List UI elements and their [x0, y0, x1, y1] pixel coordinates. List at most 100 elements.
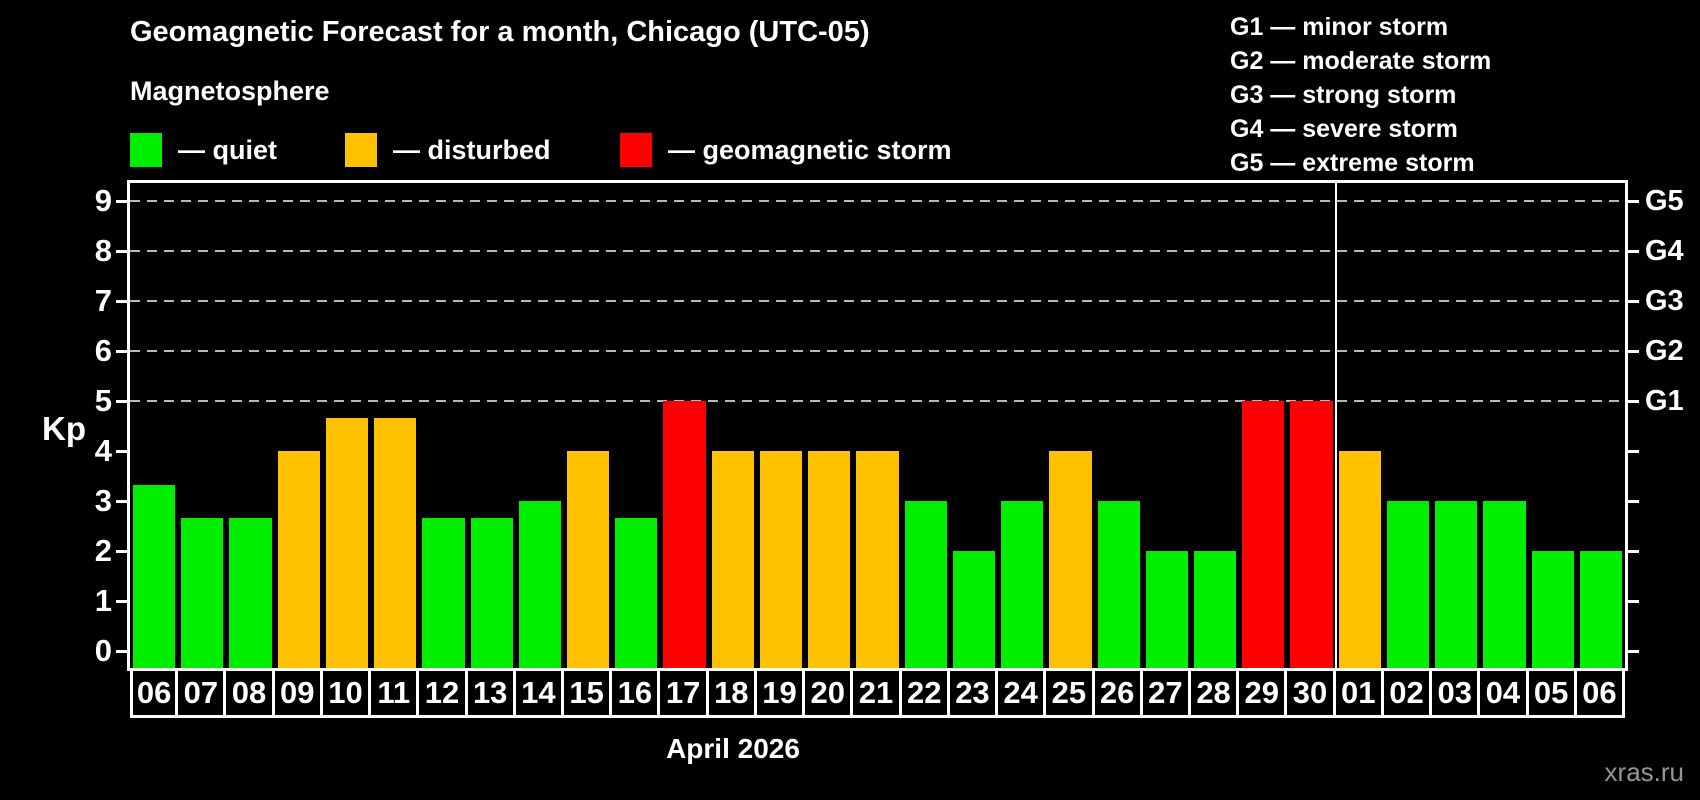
kp-bar-27 — [1145, 551, 1188, 668]
kp-bar-04 — [1483, 501, 1526, 668]
day-label-apr-27: 27 — [1142, 668, 1191, 718]
kp-bar-18 — [711, 451, 754, 668]
g-scale-item-g2: G2 — moderate storm — [1230, 47, 1492, 75]
kp-bar-30 — [1290, 401, 1333, 668]
y-axis-label: Kp — [42, 410, 86, 447]
y-tick-right-3 — [1625, 500, 1639, 503]
y-tick-label-2: 2 — [94, 533, 112, 568]
legend-item-storm: — geomagnetic storm — [620, 133, 952, 167]
kp-bar-15 — [567, 451, 610, 668]
kp-bar-10 — [325, 417, 369, 668]
y-tick-left-8 — [116, 250, 130, 253]
day-label-apr-06: 06 — [130, 668, 179, 718]
y-tick-right-2 — [1625, 550, 1639, 553]
y-tick-right-0 — [1625, 650, 1639, 653]
y-tick-label-7: 7 — [94, 283, 112, 318]
y-tick-label-0: 0 — [94, 633, 112, 668]
day-label-apr-17: 17 — [660, 668, 709, 718]
y-tick-label-6: 6 — [94, 333, 112, 368]
chart-title: Geomagnetic Forecast for a month, Chicag… — [130, 16, 870, 48]
kp-bar-16 — [615, 517, 658, 668]
day-label-apr-18: 18 — [708, 668, 757, 718]
g-scale-item-g5: G5 — extreme storm — [1230, 149, 1475, 177]
y-tick-left-7 — [116, 300, 130, 303]
day-label-apr-26: 26 — [1094, 668, 1143, 718]
y-tick-right-8 — [1625, 250, 1639, 253]
y-tick-label-1: 1 — [94, 583, 112, 618]
day-label-apr-16: 16 — [612, 668, 661, 718]
y-tick-label-9: 9 — [94, 183, 112, 218]
kp-bar-11 — [374, 417, 417, 668]
y-tick-right-1 — [1625, 600, 1639, 603]
y-tick-right-5 — [1625, 400, 1639, 403]
legend-label-quiet: — quiet — [178, 134, 277, 165]
y-tick-left-4 — [116, 450, 130, 453]
kp-bar-14 — [518, 501, 562, 668]
y-tick-label-5: 5 — [94, 383, 112, 418]
gridline-kp6 — [130, 350, 1625, 352]
day-label-may-04: 04 — [1480, 668, 1529, 718]
kp-bar-24 — [1001, 501, 1044, 668]
kp-bar-25 — [1049, 451, 1092, 668]
y-tick-left-2 — [116, 550, 130, 553]
y-tick-left-9 — [116, 200, 130, 203]
gridline-kp5 — [130, 400, 1625, 402]
gridline-kp8 — [130, 250, 1625, 252]
storm-swatch-icon — [620, 133, 652, 167]
g-level-label-G3: G3 — [1645, 285, 1684, 317]
day-label-apr-30: 30 — [1287, 668, 1336, 718]
y-tick-left-3 — [116, 500, 130, 503]
legend-label-storm: — geomagnetic storm — [668, 134, 952, 165]
gridline-kp9 — [130, 200, 1625, 202]
day-label-may-01: 01 — [1335, 668, 1384, 718]
y-tick-right-7 — [1625, 300, 1639, 303]
y-tick-left-0 — [116, 650, 130, 653]
day-label-may-06: 06 — [1576, 668, 1625, 718]
y-tick-label-3: 3 — [94, 483, 112, 518]
chart-subtitle: Magnetosphere — [130, 76, 330, 106]
day-label-apr-20: 20 — [805, 668, 854, 718]
g-level-label-G1: G1 — [1645, 385, 1684, 417]
kp-bar-03 — [1435, 501, 1478, 668]
kp-bar-12 — [422, 517, 465, 668]
g-scale-item-g3: G3 — strong storm — [1230, 81, 1457, 109]
kp-bar-13 — [470, 517, 513, 668]
gridline-kp7 — [130, 300, 1625, 302]
legend-label-disturbed: — disturbed — [393, 134, 551, 165]
day-label-may-02: 02 — [1383, 668, 1433, 718]
day-label-apr-19: 19 — [756, 668, 806, 718]
day-label-apr-25: 25 — [1046, 668, 1095, 718]
day-label-apr-22: 22 — [901, 668, 950, 718]
g-scale-item-g1: G1 — minor storm — [1230, 13, 1449, 41]
kp-bar-01 — [1338, 451, 1381, 668]
day-label-may-05: 05 — [1528, 668, 1577, 718]
y-tick-label-4: 4 — [94, 433, 112, 468]
kp-bar-19 — [759, 451, 803, 668]
kp-bar-05 — [1531, 551, 1574, 668]
day-label-apr-13: 13 — [467, 668, 516, 718]
day-label-apr-08: 08 — [226, 668, 275, 718]
day-label-may-03: 03 — [1432, 668, 1481, 718]
kp-bar-08 — [229, 517, 272, 668]
kp-bar-29 — [1242, 401, 1285, 668]
day-label-apr-28: 28 — [1190, 668, 1240, 718]
g-scale-item-g4: G4 — severe storm — [1230, 115, 1458, 143]
day-label-apr-29: 29 — [1239, 668, 1288, 718]
watermark: xras.ru — [1604, 757, 1684, 787]
legend-item-disturbed: — disturbed — [345, 133, 551, 167]
kp-bar-02 — [1386, 501, 1430, 668]
y-tick-label-8: 8 — [94, 233, 112, 268]
kp-bar-06 — [133, 484, 176, 668]
day-label-apr-11: 11 — [371, 668, 420, 718]
y-tick-left-6 — [116, 350, 130, 353]
kp-bar-09 — [277, 451, 320, 668]
day-label-apr-07: 07 — [178, 668, 227, 718]
disturbed-swatch-icon — [345, 133, 377, 167]
legend-item-quiet: — quiet — [130, 133, 277, 167]
kp-bar-28 — [1193, 551, 1237, 668]
g-scale-legend: G1 — minor storm G2 — moderate storm G3 … — [1230, 10, 1491, 180]
kp-bar-23 — [952, 551, 996, 668]
day-label-apr-21: 21 — [853, 668, 902, 718]
